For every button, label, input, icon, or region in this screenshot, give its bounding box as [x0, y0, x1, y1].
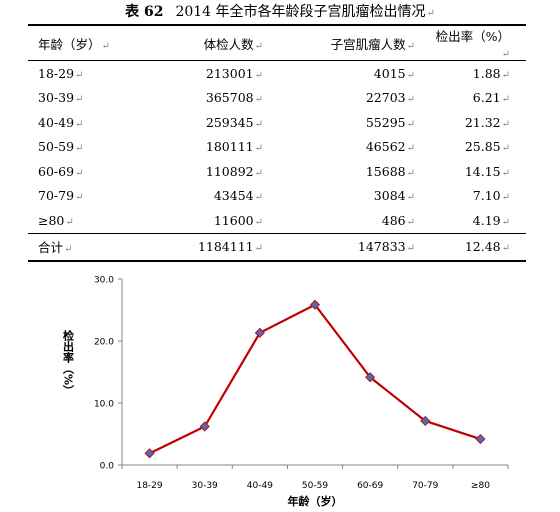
y-tick-label: 30.0: [94, 276, 114, 286]
cell-rate: 7.10↵: [472, 188, 510, 204]
data-point: [420, 415, 431, 427]
header-fibroids: 子宫肌瘤人数↵: [275, 24, 429, 61]
cell-rate: 14.15↵: [464, 163, 510, 179]
table-caption: 2014 年全市各年龄段子宫肌瘤检出情况: [175, 4, 426, 20]
table-row: 70-79↵ 43454↵ 3084↵ 7.10↵: [28, 184, 526, 209]
cell-rate: 21.32↵: [464, 114, 510, 130]
y-axis-title: 检出率（%）: [62, 329, 76, 396]
data-point: [475, 433, 486, 445]
cell-examined: 110892↵: [205, 163, 263, 179]
data-point: [365, 372, 376, 383]
para-mark: ↵: [426, 8, 435, 19]
cell-examined: 43454↵: [213, 188, 263, 204]
table-header-row: 年龄（岁）↵ 体检人数↵ 子宫肌瘤人数↵ 检出率（%）↵: [28, 24, 526, 61]
cell-examined: 1184111↵: [143, 232, 275, 262]
cell-age: 40-49↵: [38, 114, 84, 130]
table-row: 60-69↵ 110892↵ 15688↵ 14.15↵: [28, 159, 526, 184]
y-tick-label: 10.0: [94, 400, 114, 410]
table-row: 18-29↵ 213001↵ 4015↵ 1.88↵: [28, 61, 526, 86]
y-tick-label: 0.0: [100, 462, 115, 472]
cell-rate: 1.88↵: [472, 65, 510, 81]
table-row: 50-59↵ 180111↵ 46562↵ 25.85↵: [28, 135, 526, 160]
cell-fibroids: 15688↵: [365, 163, 415, 179]
data-point: [309, 299, 321, 310]
cell-rate: 12.48↵: [429, 232, 526, 262]
table-number: 表 62: [125, 4, 164, 20]
data-point: [199, 421, 210, 432]
x-tick-label: 70-79: [412, 481, 438, 491]
cell-examined: 259345↵: [205, 114, 263, 130]
cell-rate: 4.19↵: [472, 212, 510, 228]
table-row: ≥80↵ 11600↵ 486↵ 4.19↵: [28, 208, 526, 233]
header-rate: 检出率（%）↵: [429, 24, 526, 61]
cell-fibroids: 22703↵: [365, 90, 415, 106]
cell-fibroids: 55295↵: [365, 114, 415, 130]
cell-age: 50-59↵: [38, 139, 84, 155]
cell-age: 30-39↵: [38, 90, 84, 106]
table-row: 30-39↵ 365708↵ 22703↵ 6.21↵: [28, 86, 526, 111]
data-point: [144, 448, 155, 459]
cell-age: 70-79↵: [38, 188, 84, 204]
cell-rate: 6.21↵: [472, 90, 510, 106]
cell-fibroids: 486↵: [381, 212, 415, 228]
cell-fibroids: 4015↵: [373, 65, 415, 81]
x-tick-label: 40-49: [247, 481, 273, 491]
table-title: 表 62 2014 年全市各年龄段子宫肌瘤检出情况↵: [0, 3, 560, 23]
cell-age: 18-29↵: [38, 65, 84, 81]
x-axis-title: 年龄（岁）: [288, 494, 343, 508]
cell-fibroids: 46562↵: [365, 139, 415, 155]
header-examined: 体检人数↵: [143, 24, 275, 61]
cell-age: 60-69↵: [38, 163, 84, 179]
cell-fibroids: 147833↵: [275, 232, 429, 262]
table-row: 40-49↵ 259345↵ 55295↵ 21.32↵: [28, 110, 526, 135]
cell-examined: 213001↵: [205, 65, 263, 81]
x-tick-label: ≥80: [471, 481, 490, 491]
x-tick-label: 18-29: [136, 481, 162, 491]
cell-examined: 11600↵: [213, 212, 263, 228]
cell-rate: 25.85↵: [464, 139, 510, 155]
data-table: 年龄（岁）↵ 体检人数↵ 子宫肌瘤人数↵ 检出率（%）↵ 18-29↵ 21300…: [28, 24, 526, 262]
x-tick-label: 30-39: [192, 481, 218, 491]
cell-fibroids: 3084↵: [373, 188, 415, 204]
x-tick-label: 50-59: [302, 481, 328, 491]
header-age: 年龄（岁）↵: [28, 24, 143, 61]
y-tick-label: 20.0: [94, 338, 114, 348]
cell-age: ≥80↵: [38, 212, 74, 228]
cell-examined: 365708↵: [205, 90, 263, 106]
table-total-row: 合计↵ 1184111↵ 147833↵ 12.48↵: [28, 232, 526, 262]
x-tick-label: 60-69: [357, 481, 383, 491]
cell-age: 合计↵: [28, 232, 143, 262]
cell-examined: 180111↵: [205, 139, 263, 155]
series-line: [149, 303, 481, 455]
data-point: [254, 327, 265, 338]
